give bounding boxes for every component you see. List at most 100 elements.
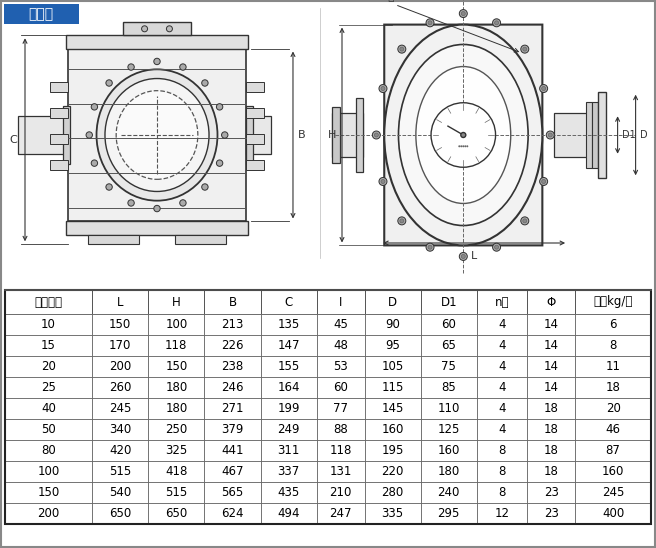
Bar bbox=[66, 221, 248, 235]
Bar bbox=[92, 440, 148, 461]
Bar bbox=[148, 482, 205, 503]
Circle shape bbox=[91, 160, 98, 167]
Bar bbox=[575, 461, 651, 482]
Text: 250: 250 bbox=[165, 423, 188, 436]
Circle shape bbox=[546, 131, 554, 139]
Bar bbox=[148, 398, 205, 419]
Bar bbox=[246, 108, 264, 118]
Circle shape bbox=[540, 178, 548, 185]
Text: 195: 195 bbox=[381, 444, 404, 457]
Bar bbox=[365, 335, 420, 356]
Text: 53: 53 bbox=[333, 360, 348, 373]
Bar bbox=[148, 440, 205, 461]
Ellipse shape bbox=[96, 70, 218, 201]
Text: 245: 245 bbox=[109, 402, 131, 415]
Bar bbox=[92, 290, 148, 314]
Text: 80: 80 bbox=[41, 444, 56, 457]
Bar bbox=[575, 419, 651, 440]
Bar bbox=[4, 4, 79, 24]
Bar bbox=[420, 314, 477, 335]
Text: 14: 14 bbox=[544, 360, 559, 373]
Bar bbox=[5, 356, 92, 377]
Circle shape bbox=[106, 80, 112, 86]
Bar bbox=[365, 440, 420, 461]
Text: 515: 515 bbox=[165, 486, 188, 499]
Circle shape bbox=[542, 180, 546, 184]
Bar bbox=[527, 335, 575, 356]
FancyBboxPatch shape bbox=[384, 25, 543, 246]
Bar bbox=[5, 398, 92, 419]
Text: 14: 14 bbox=[544, 339, 559, 352]
Bar bbox=[365, 377, 420, 398]
Bar bbox=[317, 356, 365, 377]
Text: 公称通径: 公称通径 bbox=[35, 295, 62, 309]
Text: 18: 18 bbox=[544, 423, 559, 436]
Text: 118: 118 bbox=[165, 339, 188, 352]
Bar bbox=[365, 419, 420, 440]
Bar bbox=[575, 335, 651, 356]
Text: 4: 4 bbox=[499, 402, 506, 415]
Bar bbox=[5, 461, 92, 482]
Text: D: D bbox=[388, 295, 397, 309]
Text: 15: 15 bbox=[41, 339, 56, 352]
Circle shape bbox=[548, 133, 552, 137]
Bar bbox=[205, 419, 260, 440]
Circle shape bbox=[373, 131, 380, 139]
Bar bbox=[477, 356, 527, 377]
Ellipse shape bbox=[116, 90, 198, 179]
Circle shape bbox=[381, 180, 385, 184]
Bar bbox=[477, 314, 527, 335]
Bar bbox=[148, 356, 205, 377]
Text: 8: 8 bbox=[499, 444, 506, 457]
Text: 295: 295 bbox=[438, 507, 460, 520]
Text: 18: 18 bbox=[544, 444, 559, 457]
Text: 280: 280 bbox=[382, 486, 403, 499]
Circle shape bbox=[461, 133, 466, 138]
Text: 11: 11 bbox=[605, 360, 621, 373]
Bar bbox=[5, 503, 92, 524]
Bar bbox=[420, 482, 477, 503]
Text: H: H bbox=[172, 295, 180, 309]
Bar bbox=[246, 106, 253, 164]
Bar bbox=[365, 290, 420, 314]
Bar bbox=[477, 503, 527, 524]
Bar bbox=[527, 377, 575, 398]
Text: 238: 238 bbox=[221, 360, 243, 373]
Bar bbox=[420, 503, 477, 524]
Bar bbox=[527, 290, 575, 314]
Bar bbox=[148, 290, 205, 314]
Circle shape bbox=[128, 199, 134, 206]
Text: C: C bbox=[9, 135, 17, 145]
Text: 311: 311 bbox=[277, 444, 300, 457]
Text: 18: 18 bbox=[544, 465, 559, 478]
Bar bbox=[317, 377, 365, 398]
Text: L: L bbox=[117, 295, 123, 309]
Bar bbox=[260, 461, 317, 482]
Text: I: I bbox=[339, 295, 342, 309]
Text: 88: 88 bbox=[333, 423, 348, 436]
Text: 337: 337 bbox=[277, 465, 300, 478]
Bar bbox=[63, 106, 70, 164]
Bar bbox=[260, 419, 317, 440]
Text: 245: 245 bbox=[602, 486, 625, 499]
Circle shape bbox=[91, 104, 98, 110]
Text: D: D bbox=[640, 130, 647, 140]
Text: 20: 20 bbox=[605, 402, 621, 415]
Circle shape bbox=[495, 21, 499, 25]
Text: 180: 180 bbox=[438, 465, 460, 478]
Circle shape bbox=[540, 84, 548, 93]
Circle shape bbox=[464, 145, 466, 147]
Bar bbox=[260, 356, 317, 377]
Text: 50: 50 bbox=[41, 423, 56, 436]
Bar bbox=[148, 419, 205, 440]
Bar bbox=[477, 377, 527, 398]
Bar bbox=[575, 440, 651, 461]
Text: L: L bbox=[471, 251, 478, 261]
Circle shape bbox=[495, 245, 499, 249]
Bar bbox=[92, 356, 148, 377]
Circle shape bbox=[379, 178, 387, 185]
Bar bbox=[5, 290, 651, 524]
Bar bbox=[260, 377, 317, 398]
Bar bbox=[5, 482, 92, 503]
Circle shape bbox=[466, 145, 468, 147]
